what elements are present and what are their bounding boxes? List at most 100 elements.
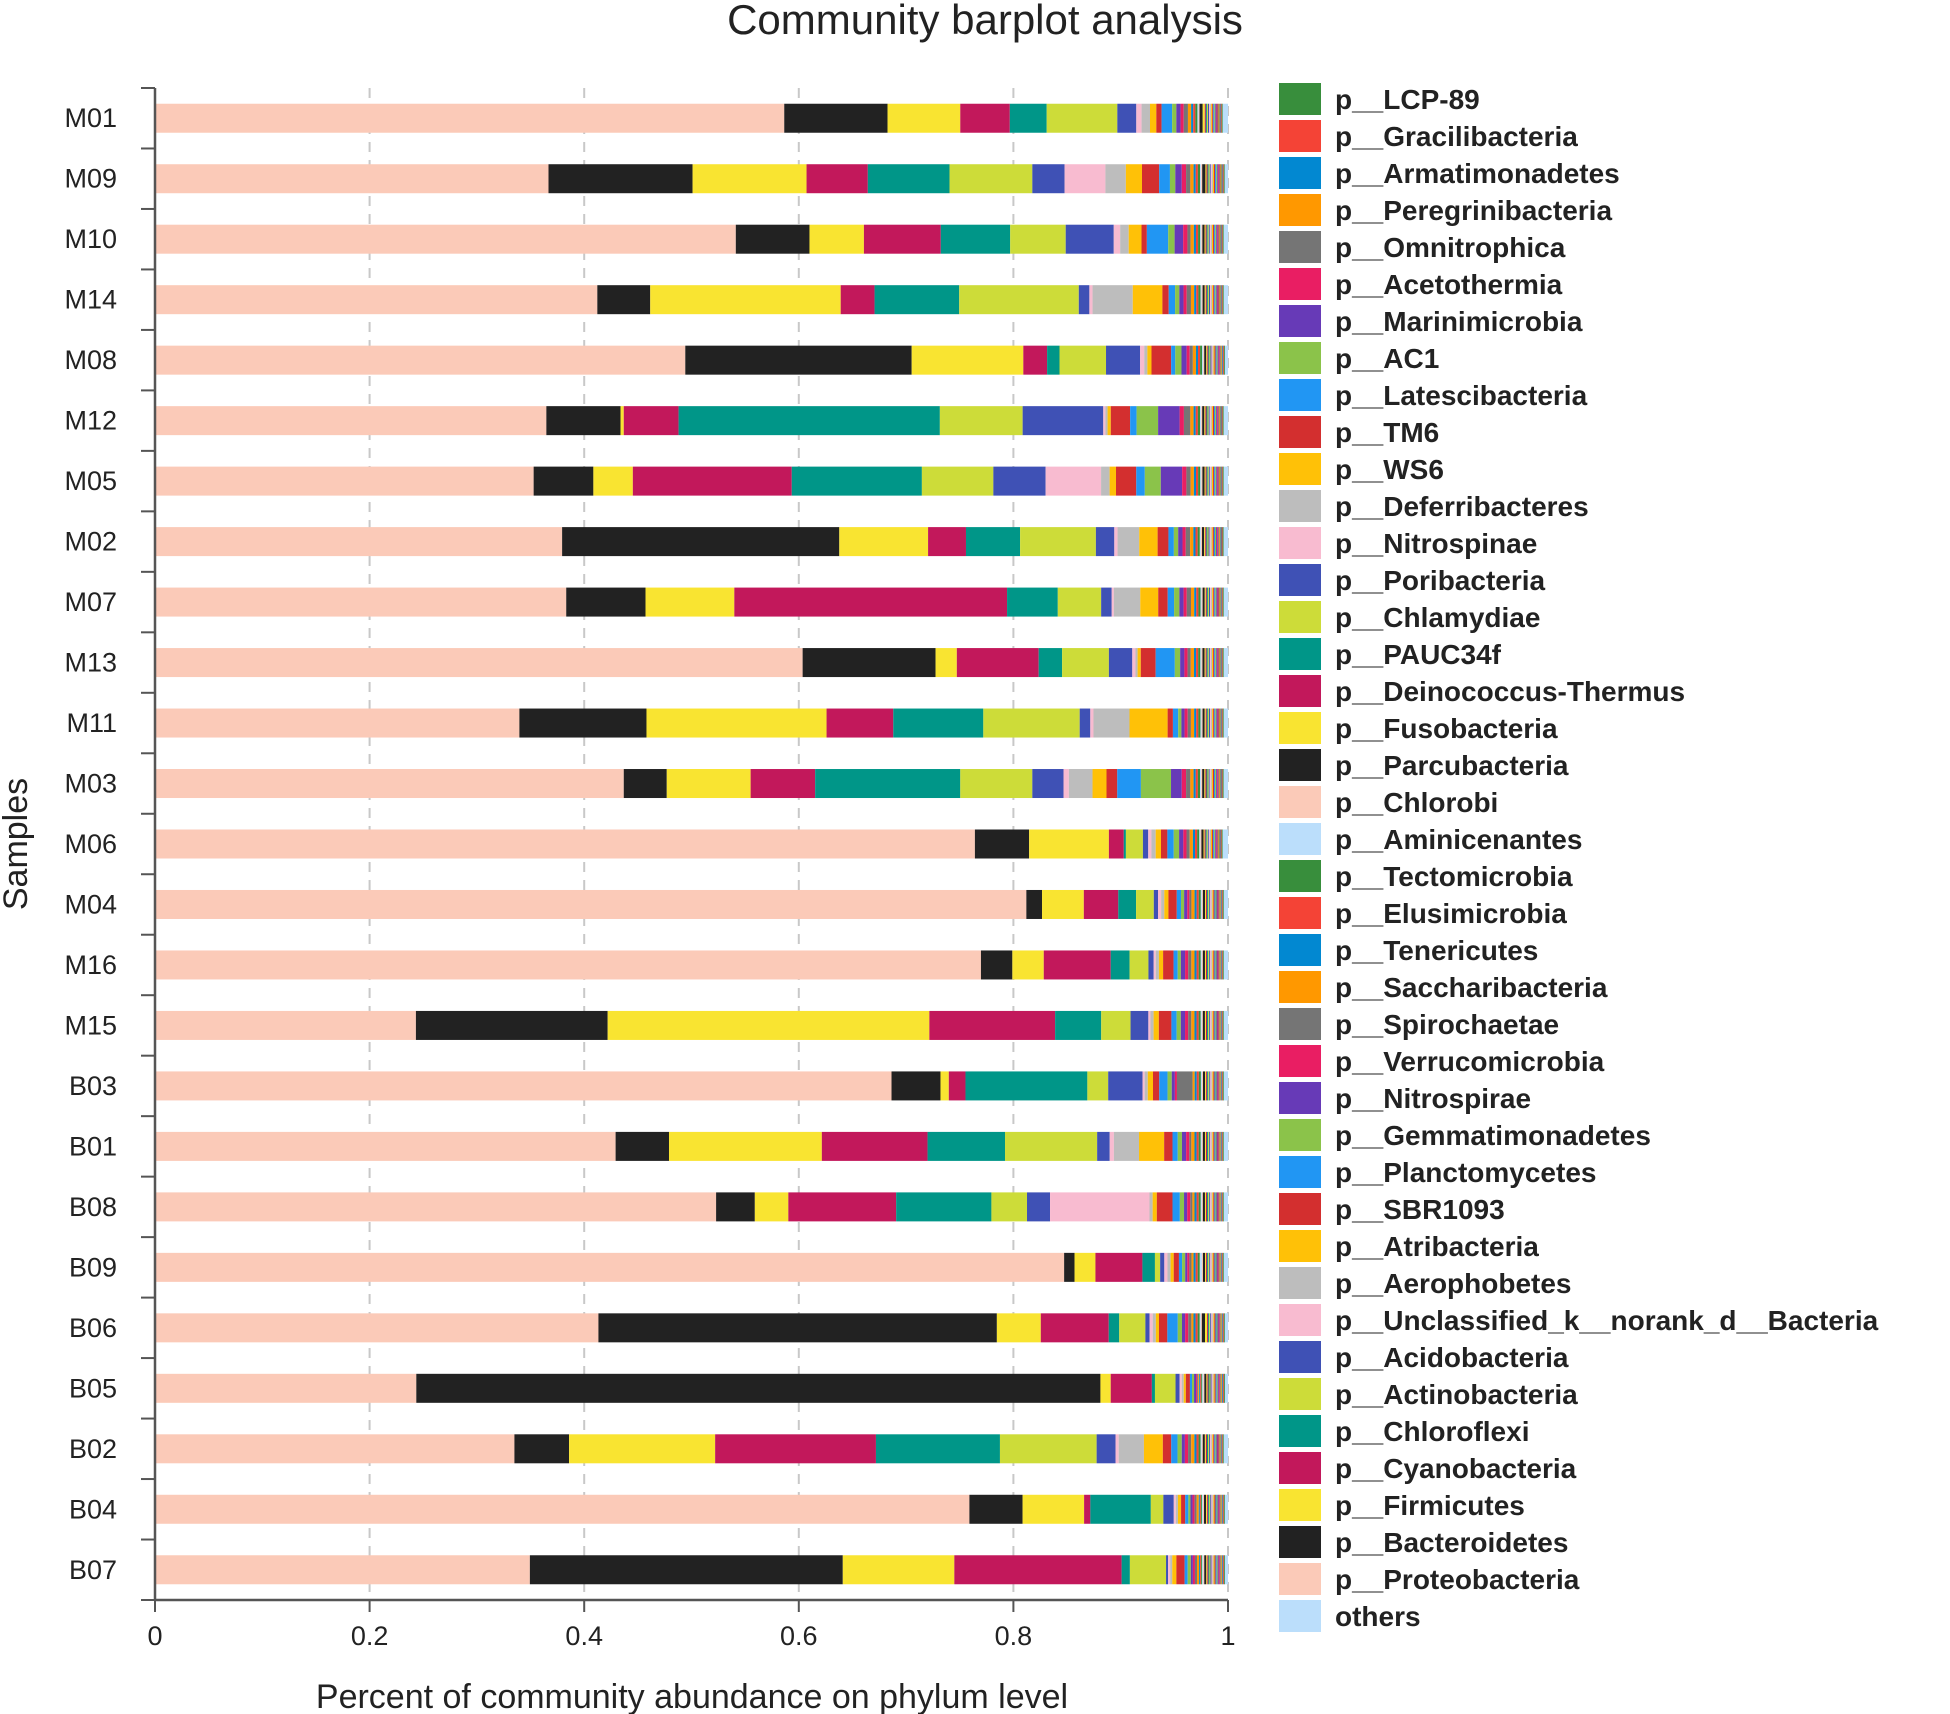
bar-segment bbox=[1209, 345, 1211, 375]
bar-segment bbox=[1216, 708, 1218, 738]
legend-swatch bbox=[1279, 934, 1321, 966]
legend-swatch bbox=[1279, 1008, 1321, 1040]
bar-segment bbox=[1200, 345, 1203, 375]
legend-swatch bbox=[1279, 527, 1321, 559]
bar-segment bbox=[1212, 1373, 1214, 1403]
bar-segment bbox=[1221, 1252, 1223, 1282]
bar-segment bbox=[1222, 1071, 1224, 1101]
legend-swatch bbox=[1279, 416, 1321, 448]
bar-segment bbox=[1221, 345, 1223, 375]
bar-M03 bbox=[155, 769, 1228, 799]
bar-segment bbox=[1190, 466, 1194, 496]
bar-segment bbox=[623, 406, 679, 436]
bar-segment bbox=[1196, 1131, 1199, 1161]
bar-segment bbox=[1194, 1192, 1197, 1222]
bar-segment bbox=[1136, 406, 1159, 436]
bar-segment bbox=[1221, 1313, 1223, 1343]
bar-segment bbox=[1222, 406, 1224, 436]
bar-segment bbox=[1202, 1010, 1205, 1040]
bar-M07 bbox=[155, 587, 1228, 617]
bar-segment bbox=[1221, 466, 1223, 496]
bar-segment bbox=[1211, 1131, 1213, 1161]
bar-segment bbox=[1139, 527, 1158, 557]
legend-swatch bbox=[1279, 1193, 1321, 1225]
bar-segment bbox=[1207, 1555, 1209, 1585]
legend-label: p__Actinobacteria bbox=[1335, 1379, 1578, 1410]
bar-segment bbox=[1214, 829, 1216, 859]
legend-swatch bbox=[1279, 1600, 1321, 1632]
bar-segment bbox=[1220, 1010, 1222, 1040]
bar-segment bbox=[1152, 1071, 1160, 1101]
bar-segment bbox=[1172, 103, 1177, 133]
bar-segment bbox=[1207, 829, 1209, 859]
bar-segment bbox=[1209, 466, 1211, 496]
bar-segment bbox=[1224, 164, 1228, 194]
legend-item: p__LCP-89 bbox=[1279, 83, 1480, 115]
bar-segment bbox=[1218, 527, 1220, 557]
legend-label: p__Deinococcus-Thermus bbox=[1335, 676, 1685, 707]
bar-segment bbox=[1150, 103, 1157, 133]
bar-segment bbox=[1218, 406, 1220, 436]
bar-segment bbox=[1201, 1494, 1203, 1524]
bar-segment bbox=[1193, 1252, 1196, 1282]
y-tick-label: M13 bbox=[64, 648, 117, 678]
bar-segment bbox=[1177, 1434, 1182, 1464]
legend-label: p__Peregrinibacteria bbox=[1335, 195, 1612, 226]
bar-segment bbox=[1215, 164, 1217, 194]
bar-segment bbox=[1207, 889, 1209, 919]
bar-segment bbox=[1159, 1071, 1168, 1101]
bar-segment bbox=[974, 829, 1030, 859]
bar-segment bbox=[1189, 829, 1193, 859]
y-tick-label: B05 bbox=[69, 1373, 117, 1403]
bar-segment bbox=[1210, 406, 1212, 436]
bar-segment bbox=[1206, 466, 1208, 496]
bar-segment bbox=[1185, 1313, 1189, 1343]
bar-segment bbox=[1045, 466, 1102, 496]
bar-M14 bbox=[155, 285, 1228, 315]
legend-swatch bbox=[1279, 1489, 1321, 1521]
bar-segment bbox=[1210, 829, 1213, 859]
bar-segment bbox=[1209, 889, 1211, 919]
legend-swatch bbox=[1279, 490, 1321, 522]
bar-segment bbox=[1218, 829, 1220, 859]
y-tick-label: B03 bbox=[69, 1071, 117, 1101]
bar-segment bbox=[1139, 1131, 1165, 1161]
bar-segment bbox=[1191, 889, 1195, 919]
bar-segment bbox=[1222, 1555, 1224, 1585]
bar-segment bbox=[996, 1313, 1041, 1343]
bar-segment bbox=[1217, 708, 1219, 738]
bar-segment bbox=[1206, 769, 1208, 799]
bar-segment bbox=[1212, 769, 1215, 799]
bar-segment bbox=[1216, 1373, 1218, 1403]
bar-M06 bbox=[155, 829, 1228, 859]
bar-segment bbox=[1211, 1010, 1213, 1040]
legend-swatch bbox=[1279, 675, 1321, 707]
bar-segment bbox=[1204, 1131, 1207, 1161]
bar-segment bbox=[1167, 1071, 1172, 1101]
bar-segment bbox=[1144, 345, 1148, 375]
bar-segment bbox=[1183, 829, 1187, 859]
bar-segment bbox=[1214, 708, 1216, 738]
bar-segment bbox=[1184, 708, 1188, 738]
bar-segment bbox=[1223, 769, 1228, 799]
bar-segment bbox=[1215, 587, 1217, 617]
bar-segment bbox=[566, 587, 646, 617]
bar-segment bbox=[1224, 345, 1228, 375]
bar-segment bbox=[1089, 285, 1093, 315]
bar-segment bbox=[1188, 1010, 1192, 1040]
bar-segment bbox=[1209, 527, 1211, 557]
legend-swatch bbox=[1279, 712, 1321, 744]
bar-segment bbox=[1198, 1434, 1201, 1464]
legend-swatch bbox=[1279, 453, 1321, 485]
bar-segment bbox=[1217, 164, 1219, 194]
bar-segment bbox=[1222, 285, 1224, 315]
bar-segment bbox=[1170, 1555, 1173, 1585]
bar-segment bbox=[155, 466, 534, 496]
bar-segment bbox=[1223, 1252, 1228, 1282]
bar-segment bbox=[1205, 1252, 1207, 1282]
bar-segment bbox=[1216, 527, 1218, 557]
legend-swatch bbox=[1279, 823, 1321, 855]
bar-segment bbox=[1178, 527, 1183, 557]
bar-segment bbox=[1218, 1373, 1220, 1403]
bar-segment bbox=[1197, 1252, 1200, 1282]
